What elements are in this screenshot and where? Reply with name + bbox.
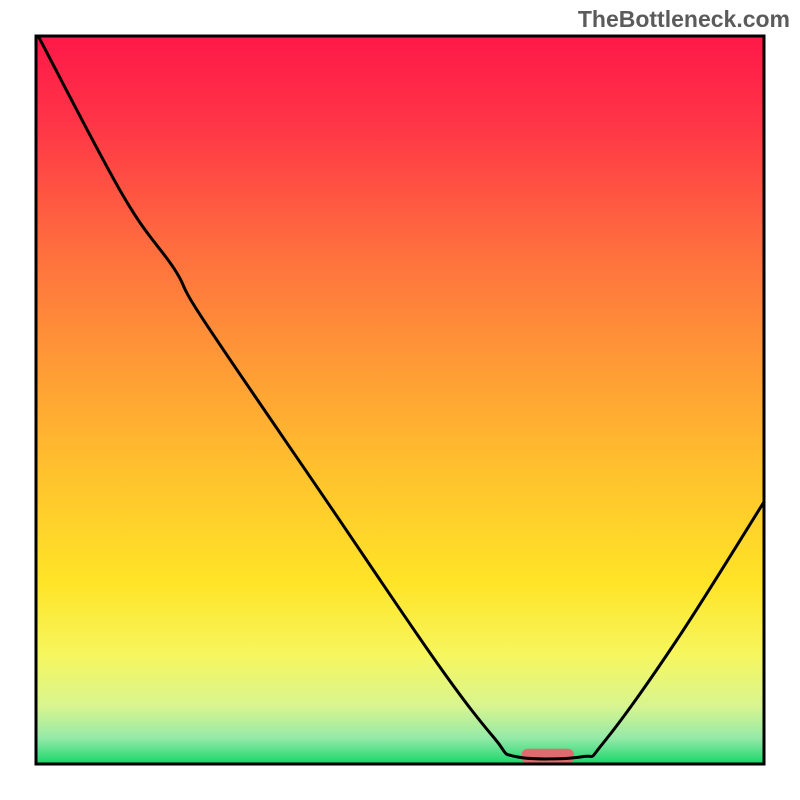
chart-stage: TheBottleneck.com: [0, 0, 800, 800]
bottleneck-chart: [0, 0, 800, 800]
plot-background: [36, 36, 764, 764]
watermark-text: TheBottleneck.com: [578, 6, 790, 33]
optimum-marker: [522, 749, 574, 764]
